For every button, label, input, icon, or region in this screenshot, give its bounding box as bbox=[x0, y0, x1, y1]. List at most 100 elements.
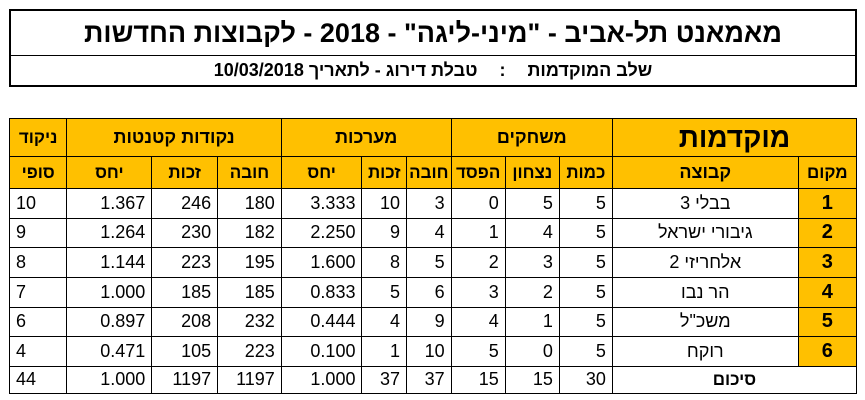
lost-cell: 2 bbox=[450, 247, 506, 278]
sets-against-cell: 5 bbox=[406, 247, 452, 278]
place-cell: 1 bbox=[797, 188, 858, 219]
table-date-label: טבלת דירוג - לתאריך 10/03/2018 bbox=[213, 59, 478, 80]
sets-for-cell: 9 bbox=[361, 217, 408, 249]
won-cell: 2 bbox=[504, 276, 560, 308]
total-points-against-cell: 1197 bbox=[217, 365, 282, 395]
played-cell: 5 bbox=[558, 217, 613, 249]
points-against-cell: 223 bbox=[217, 336, 282, 367]
won-cell: 1 bbox=[504, 306, 560, 338]
points-against-cell: 185 bbox=[217, 276, 282, 308]
lost-header: הפסד bbox=[450, 156, 506, 189]
points-against-cell: 180 bbox=[217, 188, 282, 219]
total-lost-cell: 15 bbox=[450, 365, 506, 395]
points-ratio-header: יחס bbox=[66, 156, 153, 189]
won-cell: 0 bbox=[504, 336, 560, 367]
team-cell: גיבורי ישראל bbox=[611, 217, 799, 249]
points-for-cell: 208 bbox=[151, 306, 219, 338]
total-sets-against-cell: 37 bbox=[406, 365, 452, 395]
sets-ratio-cell: 0.100 bbox=[280, 336, 363, 367]
totals-row: סיכום 30 15 15 37 37 1.000 1197 1197 1.0… bbox=[8, 365, 858, 395]
points-for-cell: 223 bbox=[151, 247, 219, 278]
table-row: 2 גיבורי ישראל 5 4 1 4 9 2.250 182 230 1… bbox=[8, 217, 858, 249]
final-score-header-top: ניקוד bbox=[8, 118, 68, 157]
lost-cell: 1 bbox=[450, 217, 506, 249]
lost-cell: 3 bbox=[450, 276, 506, 308]
group-header-row: מוקדמות משחקים מערכות נקודות קטנטות ניקו… bbox=[8, 118, 858, 157]
sets-ratio-cell: 1.600 bbox=[280, 247, 363, 278]
sets-for-header: זכות bbox=[361, 156, 408, 189]
total-points-ratio-cell: 1.000 bbox=[66, 365, 153, 395]
sets-for-cell: 8 bbox=[361, 247, 408, 278]
played-cell: 5 bbox=[558, 188, 613, 219]
points-ratio-cell: 1.000 bbox=[66, 276, 153, 308]
sets-against-cell: 10 bbox=[406, 336, 452, 367]
lost-cell: 5 bbox=[450, 336, 506, 367]
played-cell: 5 bbox=[558, 276, 613, 308]
section-title: מוקדמות bbox=[611, 118, 858, 157]
team-header: קבוצה bbox=[611, 156, 799, 189]
team-cell: הר נבו bbox=[611, 276, 799, 308]
table-row: 3 אלחריזי 2 5 3 2 5 8 1.600 195 223 1.14… bbox=[8, 247, 858, 278]
played-cell: 5 bbox=[558, 336, 613, 367]
place-cell: 2 bbox=[797, 217, 858, 249]
games-group-header: משחקים bbox=[450, 118, 613, 157]
sets-ratio-cell: 0.833 bbox=[280, 276, 363, 308]
final-score-cell: 7 bbox=[8, 276, 68, 308]
total-points-for-cell: 1197 bbox=[151, 365, 219, 395]
sets-group-header: מערכות bbox=[280, 118, 452, 157]
final-score-cell: 4 bbox=[8, 336, 68, 367]
played-cell: 5 bbox=[558, 247, 613, 278]
table-row: 6 רוקח 5 0 5 10 1 0.100 223 105 0.471 4 bbox=[8, 336, 858, 367]
subtitle-separator: : bbox=[499, 59, 506, 80]
sub-header-row: מקום קבוצה כמות נצחון הפסד חובה זכות יחס… bbox=[8, 156, 858, 189]
stage-label: שלב המוקדמות bbox=[527, 59, 653, 80]
total-final-score-cell: 44 bbox=[8, 365, 68, 395]
points-for-cell: 230 bbox=[151, 217, 219, 249]
sets-ratio-cell: 2.250 bbox=[280, 217, 363, 249]
points-group-header: נקודות קטנטות bbox=[66, 118, 282, 157]
sets-for-cell: 4 bbox=[361, 306, 408, 338]
points-ratio-cell: 0.897 bbox=[66, 306, 153, 338]
lost-cell: 4 bbox=[450, 306, 506, 338]
team-cell: רוקח bbox=[611, 336, 799, 367]
lost-cell: 0 bbox=[450, 188, 506, 219]
table-row: 5 משכ"ל 5 1 4 9 4 0.444 232 208 0.897 6 bbox=[8, 306, 858, 338]
points-for-cell: 185 bbox=[151, 276, 219, 308]
final-score-cell: 6 bbox=[8, 306, 68, 338]
sets-for-cell: 10 bbox=[361, 188, 408, 219]
team-cell: בבלי 3 bbox=[611, 188, 799, 219]
points-for-cell: 246 bbox=[151, 188, 219, 219]
sets-against-cell: 4 bbox=[406, 217, 452, 249]
sets-for-cell: 5 bbox=[361, 276, 408, 308]
place-cell: 6 bbox=[797, 336, 858, 367]
team-cell: אלחריזי 2 bbox=[611, 247, 799, 278]
sets-against-cell: 9 bbox=[406, 306, 452, 338]
points-ratio-cell: 1.264 bbox=[66, 217, 153, 249]
total-sets-ratio-cell: 1.000 bbox=[280, 365, 363, 395]
sets-against-header: חובה bbox=[406, 156, 452, 189]
points-against-cell: 182 bbox=[217, 217, 282, 249]
table-row: 1 בבלי 3 5 5 0 3 10 3.333 180 246 1.367 … bbox=[8, 188, 858, 219]
sets-against-cell: 3 bbox=[406, 188, 452, 219]
points-for-cell: 105 bbox=[151, 336, 219, 367]
header-box: מאמאנט תל-אביב - "מיני-ליגה" - 2018 - לק… bbox=[9, 9, 857, 87]
points-ratio-cell: 0.471 bbox=[66, 336, 153, 367]
sets-ratio-header: יחס bbox=[280, 156, 363, 189]
points-ratio-cell: 1.144 bbox=[66, 247, 153, 278]
standings-table: מוקדמות משחקים מערכות נקודות קטנטות ניקו… bbox=[8, 118, 858, 395]
subtitle: שלב המוקדמות : טבלת דירוג - לתאריך 10/03… bbox=[11, 55, 855, 85]
place-cell: 4 bbox=[797, 276, 858, 308]
won-cell: 3 bbox=[504, 247, 560, 278]
total-sets-for-cell: 37 bbox=[361, 365, 408, 395]
final-score-cell: 9 bbox=[8, 217, 68, 249]
won-cell: 5 bbox=[504, 188, 560, 219]
page-title: מאמאנט תל-אביב - "מיני-ליגה" - 2018 - לק… bbox=[11, 11, 855, 56]
place-cell: 5 bbox=[797, 306, 858, 338]
place-header: מקום bbox=[797, 156, 858, 189]
place-cell: 3 bbox=[797, 247, 858, 278]
points-against-header: חובה bbox=[217, 156, 282, 189]
points-for-header: זכות bbox=[151, 156, 219, 189]
final-score-header-bottom: סופי bbox=[8, 156, 68, 189]
final-score-cell: 8 bbox=[8, 247, 68, 278]
played-header: כמות bbox=[558, 156, 613, 189]
